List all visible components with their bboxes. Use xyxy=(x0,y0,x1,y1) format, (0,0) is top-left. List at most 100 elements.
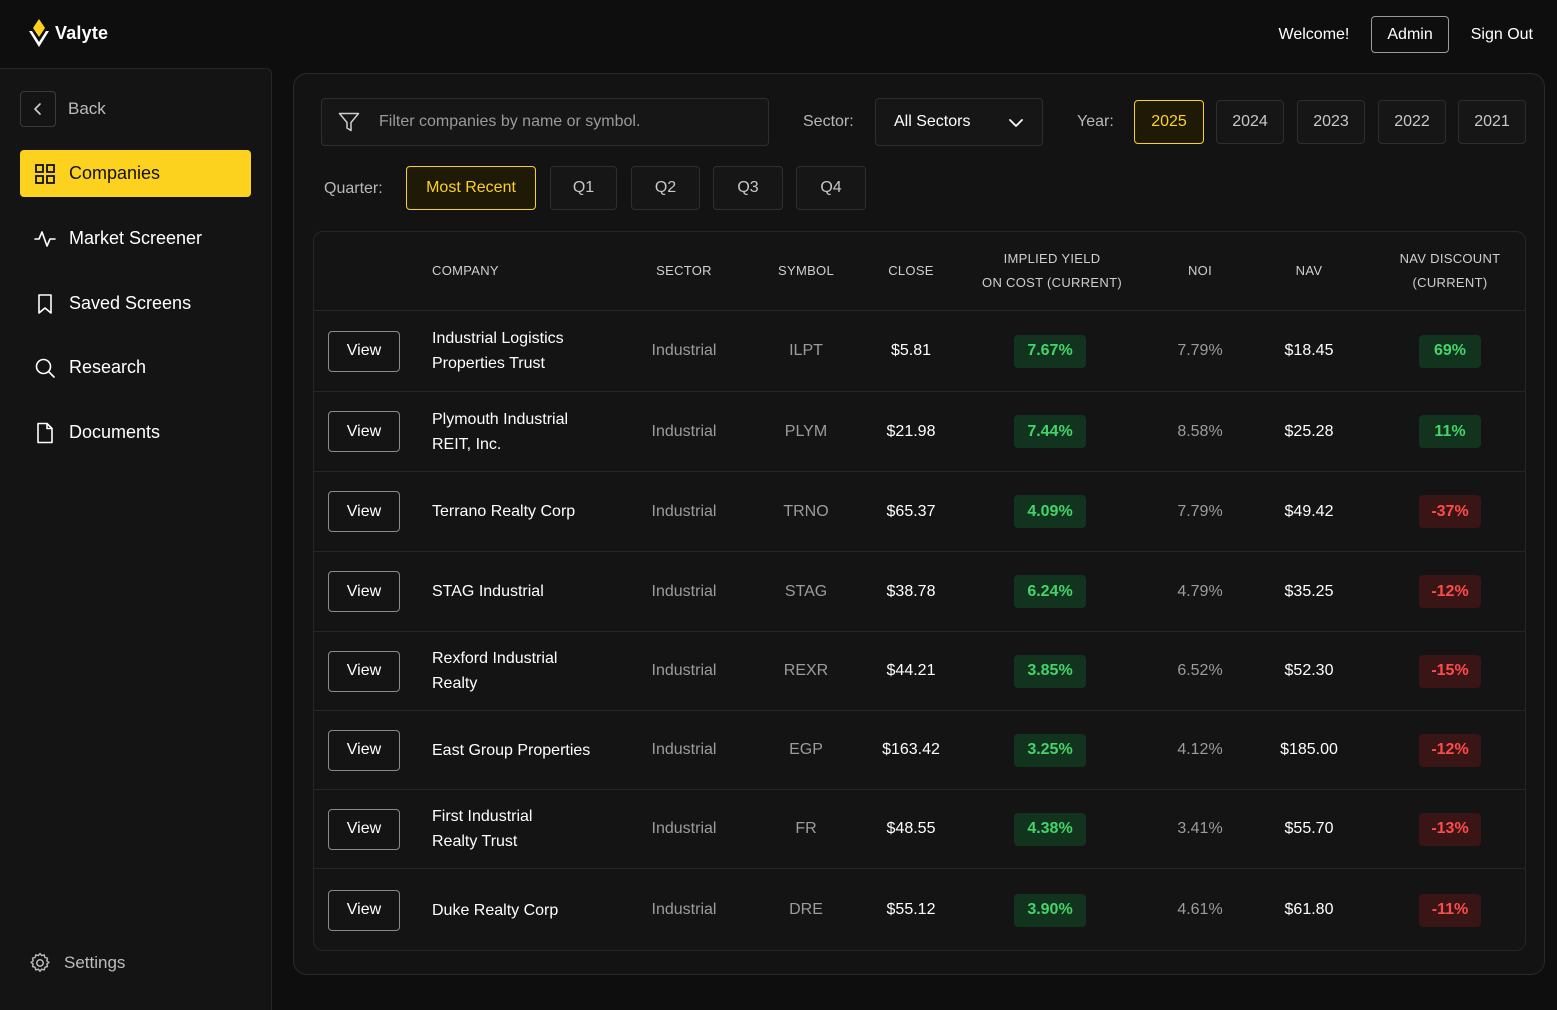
nav-cell: $18.45 xyxy=(1284,342,1334,359)
noi-cell: 3.41% xyxy=(1177,820,1223,837)
view-button[interactable]: View xyxy=(328,729,400,771)
quarter-chip-most-recent[interactable]: Most Recent xyxy=(406,166,536,210)
back-button[interactable]: Back xyxy=(20,91,106,127)
year-chip-2024[interactable]: 2024 xyxy=(1216,100,1284,144)
logo[interactable]: Valyte xyxy=(29,19,108,47)
symbol-cell: FR xyxy=(795,820,817,837)
header-noi[interactable]: NOI xyxy=(1187,263,1212,278)
close-cell: $5.81 xyxy=(890,342,932,359)
sidebar-item-saved-screens[interactable]: Saved Screens xyxy=(20,280,251,327)
search-box[interactable] xyxy=(321,98,769,146)
main-panel: Sector: All Sectors Year: 2025 2024 2023… xyxy=(293,73,1545,975)
header-sector[interactable]: SECTOR xyxy=(656,263,712,278)
sector-dropdown[interactable]: All Sectors xyxy=(875,98,1043,146)
sidebar-item-market-screener[interactable]: Market Screener xyxy=(20,215,251,262)
table-header: COMPANY SECTOR SYMBOL CLOSE IMPLIED YIEL… xyxy=(314,232,1525,311)
header-symbol[interactable]: SYMBOL xyxy=(778,263,834,278)
yield-badge: 3.25% xyxy=(1014,733,1086,767)
symbol-cell: STAG xyxy=(784,582,828,600)
yield-cell: 7.44% xyxy=(974,392,1126,471)
table-row: View Plymouth Industrial REIT, Inc. Industr… xyxy=(314,392,1525,472)
nav-discount-cell: -15% xyxy=(1394,632,1506,710)
quarter-chip-q1[interactable]: Q1 xyxy=(550,166,617,210)
sidebar-item-companies[interactable]: Companies xyxy=(20,150,251,197)
noi-cell: 6.52% xyxy=(1177,662,1223,679)
nav-discount-badge: -12% xyxy=(1419,575,1481,608)
quarter-chip-q2[interactable]: Q2 xyxy=(631,166,700,210)
quarter-chip-q4[interactable]: Q4 xyxy=(796,166,866,210)
sidebar-item-documents[interactable]: Documents xyxy=(20,409,251,456)
nav-discount-badge: -37% xyxy=(1419,495,1481,528)
view-button[interactable]: View xyxy=(328,330,400,372)
header-nav[interactable]: NAV xyxy=(1295,263,1323,278)
quarter-label: Quarter: xyxy=(324,180,383,197)
company-name-line2: REIT, Inc. xyxy=(432,435,502,453)
view-button[interactable]: View xyxy=(328,650,400,692)
header-close[interactable]: CLOSE xyxy=(888,263,934,278)
nav-cell: $52.30 xyxy=(1284,662,1334,679)
yield-badge: 4.38% xyxy=(1014,812,1086,846)
noi-cell: 8.58% xyxy=(1177,422,1223,440)
table-row: View Industrial Logistics Properties Trust… xyxy=(314,311,1525,392)
company-name-line1: First Industrial xyxy=(432,808,533,825)
symbol-cell: TRNO xyxy=(783,502,829,520)
view-button[interactable]: View xyxy=(328,411,400,452)
nav-discount-cell: -11% xyxy=(1394,869,1506,950)
sidebar-item-research[interactable]: Research xyxy=(20,344,251,391)
admin-button[interactable]: Admin xyxy=(1371,16,1449,53)
welcome-text: Welcome! xyxy=(1278,25,1350,43)
noi-cell: 7.79% xyxy=(1177,342,1223,359)
sector-cell: Industrial xyxy=(651,342,717,359)
year-chip-2022[interactable]: 2022 xyxy=(1378,100,1446,144)
sidebar-item-label: Documents xyxy=(69,422,161,442)
view-button[interactable]: View xyxy=(328,491,400,532)
gear-icon xyxy=(30,952,50,972)
year-chip-2023[interactable]: 2023 xyxy=(1297,100,1365,144)
close-cell: $163.42 xyxy=(882,741,940,758)
close-cell: $21.98 xyxy=(886,422,936,440)
search-input[interactable] xyxy=(379,113,739,131)
back-label: Back xyxy=(68,99,106,118)
nav-discount-badge: 69% xyxy=(1419,334,1481,368)
table-row: View Rexford Industrial Realty Industrial RE… xyxy=(314,632,1525,711)
company-name: First Industrial Realty Trust xyxy=(432,804,532,854)
noi-cell: 4.61% xyxy=(1177,901,1223,918)
yield-cell: 4.09% xyxy=(974,472,1126,551)
table-row: View Duke Realty Corp Industrial DRE $55.12 3… xyxy=(314,869,1525,950)
company-name-line1: Duke Realty Corp xyxy=(432,901,559,919)
view-button[interactable]: View xyxy=(328,571,400,612)
sign-out-link[interactable]: Sign Out xyxy=(1470,25,1533,43)
nav-discount-cell: -13% xyxy=(1394,790,1506,868)
nav-cell: $49.42 xyxy=(1284,502,1334,520)
settings-link[interactable]: Settings xyxy=(28,951,125,975)
quarter-chip-q3[interactable]: Q3 xyxy=(713,166,783,210)
view-cell: View xyxy=(314,869,414,950)
yield-cell: 3.85% xyxy=(974,632,1126,710)
company-name-line1: STAG Industrial xyxy=(432,583,544,600)
company-cell: East Group Properties xyxy=(432,711,612,789)
yield-badge: 7.44% xyxy=(1014,415,1086,448)
nav-cell: $35.25 xyxy=(1284,582,1334,600)
view-button[interactable]: View xyxy=(328,889,400,931)
header-implied-yield[interactable]: IMPLIED YIELD ON COST (CURRENT) xyxy=(974,247,1130,295)
year-chip-2025[interactable]: 2025 xyxy=(1134,100,1204,144)
symbol-cell: REXR xyxy=(783,662,829,679)
company-name-line2: Properties Trust xyxy=(432,355,545,372)
header-implied-yield-line1: IMPLIED YIELD xyxy=(1003,251,1101,266)
document-icon xyxy=(34,422,56,444)
sector-cell: Industrial xyxy=(651,741,717,758)
year-chip-2021[interactable]: 2021 xyxy=(1458,100,1526,144)
sidebar-item-label: Saved Screens xyxy=(69,293,192,313)
company-name-line1: Rexford Industrial xyxy=(432,650,558,667)
sidebar-item-label: Companies xyxy=(69,163,161,183)
company-name: East Group Properties xyxy=(432,738,590,763)
view-button[interactable]: View xyxy=(328,808,400,850)
header-nav-discount[interactable]: NAV DISCOUNT (CURRENT) xyxy=(1388,247,1512,295)
nav-cell: $25.28 xyxy=(1284,422,1334,440)
header-company[interactable]: COMPANY xyxy=(432,263,499,278)
view-cell: View xyxy=(314,711,414,789)
company-cell: STAG Industrial xyxy=(432,552,612,631)
view-cell: View xyxy=(314,392,414,471)
header-nav-discount-line1: NAV DISCOUNT xyxy=(1399,251,1501,266)
company-cell: Industrial Logistics Properties Trust xyxy=(432,311,612,391)
